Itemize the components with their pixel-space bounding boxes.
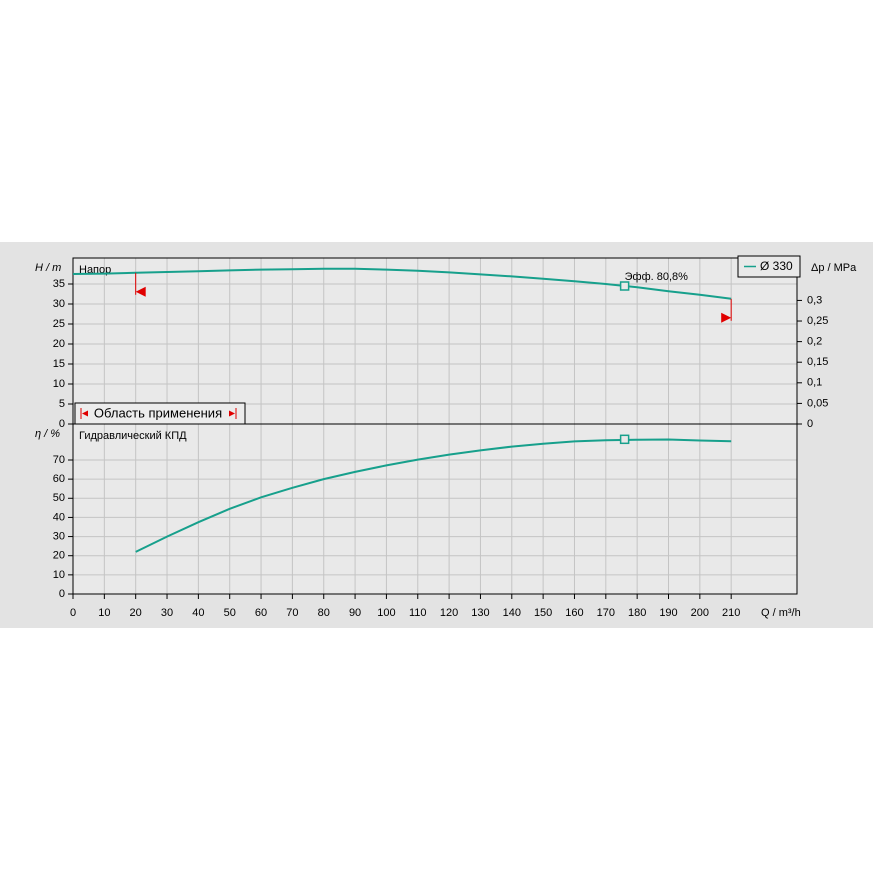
x-tick-label: 90 [349, 607, 361, 619]
x-tick-label: 120 [440, 607, 458, 619]
x-tick-label: 190 [659, 607, 677, 619]
y2-tick-label: 0,3 [807, 294, 822, 306]
y-axis-label: η / % [35, 428, 60, 440]
y2-tick-label: 0,25 [807, 315, 828, 327]
y-tick-label: 30 [53, 298, 65, 310]
y-tick-label: 35 [53, 278, 65, 290]
x-tick-label: 200 [691, 607, 709, 619]
y2-tick-label: 0,1 [807, 377, 822, 389]
range-box-arrow-right [229, 410, 235, 417]
x-tick-label: 100 [377, 607, 395, 619]
y-tick-label: 20 [53, 550, 65, 562]
y-tick-label: 0 [59, 418, 65, 430]
y2-tick-label: 0,05 [807, 397, 828, 409]
y2-tick-label: 0 [807, 418, 813, 430]
x-tick-label: 10 [98, 607, 110, 619]
legend-label: Ø 330 [760, 259, 793, 273]
y-axis-label: H / m [35, 262, 61, 274]
y-tick-label: 70 [53, 454, 65, 466]
efficiency-label: Эфф. 80,8% [625, 271, 689, 283]
x-tick-label: 170 [597, 607, 615, 619]
plot-frame [72, 423, 798, 595]
curve [135, 438, 732, 553]
y2-tick-label: 0,2 [807, 336, 822, 348]
x-tick-label: 60 [255, 607, 267, 619]
x-axis-label: Q / m³/h [761, 607, 801, 619]
y-tick-label: 0 [59, 588, 65, 600]
x-tick-label: 180 [628, 607, 646, 619]
x-tick-label: 130 [471, 607, 489, 619]
range-label: Область применения [94, 405, 222, 420]
y2-tick-label: 0,15 [807, 356, 828, 368]
y-tick-label: 50 [53, 492, 65, 504]
x-tick-label: 150 [534, 607, 552, 619]
x-tick-label: 40 [192, 607, 204, 619]
y-tick-label: 40 [53, 511, 65, 523]
legend-box [737, 255, 801, 278]
range-start-marker [135, 286, 146, 297]
y-tick-label: 30 [53, 530, 65, 542]
x-tick-label: 160 [565, 607, 583, 619]
operating-point [619, 434, 630, 445]
x-tick-label: 140 [503, 607, 521, 619]
x-tick-label: 50 [224, 607, 236, 619]
y-tick-label: 10 [53, 569, 65, 581]
x-tick-label: 210 [722, 607, 740, 619]
range-end-marker [721, 312, 732, 323]
range-box-arrow-left [82, 410, 88, 417]
y-tick-label: 15 [53, 358, 65, 370]
x-tick-label: 30 [161, 607, 173, 619]
y2-axis-label: Δp / MPa [811, 262, 857, 274]
y-tick-label: 10 [53, 378, 65, 390]
x-tick-label: 80 [318, 607, 330, 619]
plot-area [73, 258, 797, 594]
y-tick-label: 60 [53, 473, 65, 485]
y-tick-label: 25 [53, 318, 65, 330]
x-tick-label: 0 [70, 607, 76, 619]
y-tick-label: 5 [59, 398, 65, 410]
y-tick-label: 20 [53, 338, 65, 350]
operating-point [619, 281, 630, 291]
x-tick-label: 20 [130, 607, 142, 619]
panel-title: Гидравлический КПД [79, 430, 187, 442]
x-tick-label: 70 [286, 607, 298, 619]
x-tick-label: 110 [409, 607, 427, 619]
